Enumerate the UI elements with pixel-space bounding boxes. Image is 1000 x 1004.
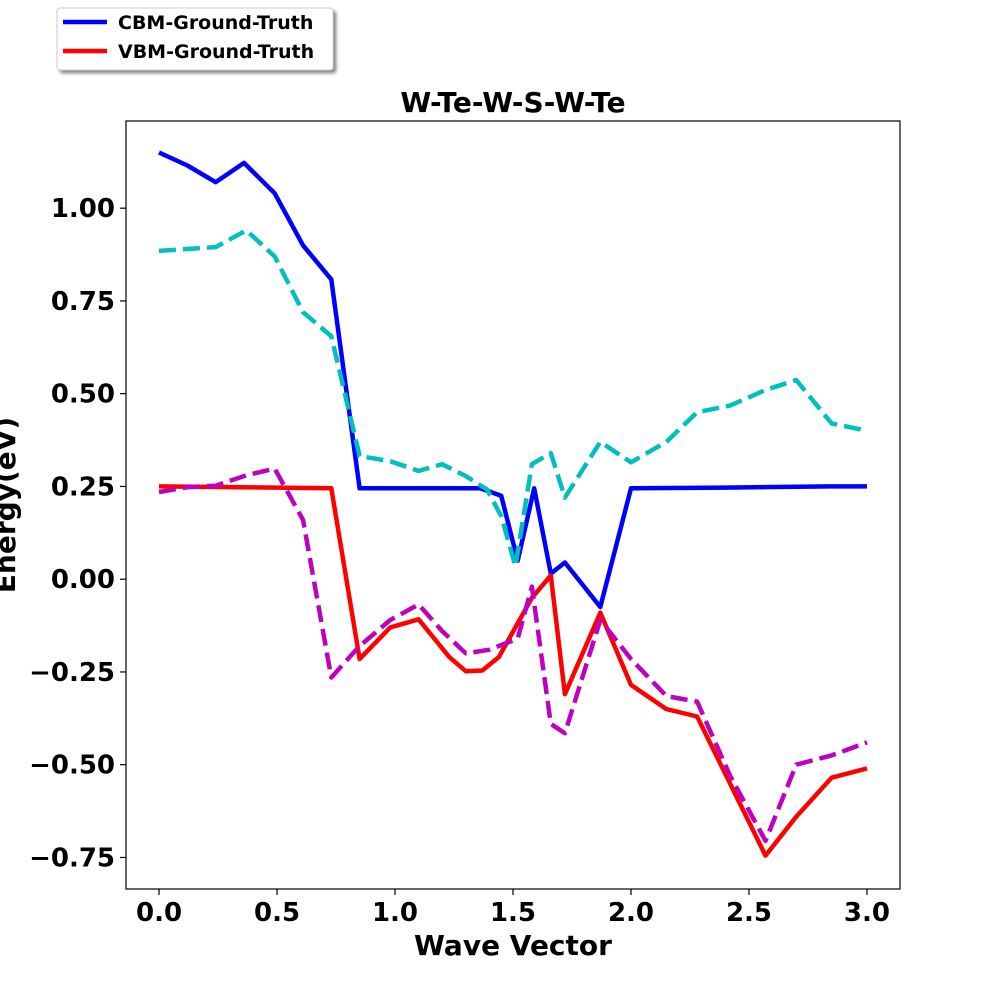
legend-label-cbm: CBM-Ground-Truth xyxy=(118,12,313,34)
y-tick-label: 0.75 xyxy=(51,287,115,317)
magenta-dashed-line xyxy=(158,466,868,844)
plot-background xyxy=(126,121,900,889)
cyan-dashed-line xyxy=(158,228,868,569)
plot-frame xyxy=(125,120,901,890)
y-tick-label: −0.50 xyxy=(29,751,115,781)
legend-label-vbm: VBM-Ground-Truth xyxy=(118,41,314,63)
x-tick-label: 2.5 xyxy=(726,898,772,928)
legend-box xyxy=(56,7,334,71)
x-tick-label: 0.0 xyxy=(136,898,182,928)
x-tick-label: 1.0 xyxy=(372,898,418,928)
y-tick-label: 0.25 xyxy=(51,472,115,502)
x-tick-label: 2.0 xyxy=(608,898,654,928)
y-tick-label: 0.50 xyxy=(51,380,115,410)
y-tick-label: −0.75 xyxy=(29,843,115,873)
y-tick-label: −0.25 xyxy=(29,658,115,688)
x-tick-label: 1.5 xyxy=(490,898,536,928)
cbm-ground-truth-line xyxy=(158,150,867,610)
y-tick-label: 0.00 xyxy=(51,565,115,595)
x-tick-label: 3.0 xyxy=(844,898,890,928)
x-tick-label: 0.5 xyxy=(254,898,300,928)
y-axis-ticks: 1.00 0.75 0.50 0.25 0.00 −0.25 −0.50 −0.75 xyxy=(29,194,126,873)
x-axis-ticks: 0.0 0.5 1.0 1.5 2.0 2.5 3.0 xyxy=(136,889,890,928)
x-axis-title: Wave Vector xyxy=(414,929,612,962)
legend: CBM-Ground-Truth VBM-Ground-Truth xyxy=(56,7,334,71)
y-tick-label: 1.00 xyxy=(51,194,115,224)
series-layer xyxy=(158,150,868,858)
chart-title: W-Te-W-S-W-Te xyxy=(400,86,625,119)
y-axis-title: Energy(eV) xyxy=(0,417,22,593)
